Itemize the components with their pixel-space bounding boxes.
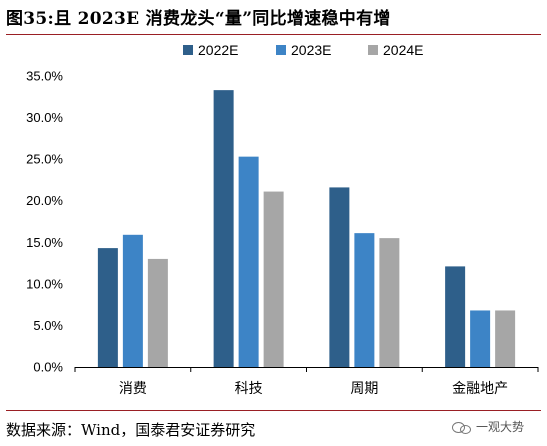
bar-2022E-科技 xyxy=(213,90,234,368)
watermark-text: 一观大势 xyxy=(476,420,525,434)
bar-chart: 2022E 2023E 2024E 0.0% 5.0% 10.0% 15.0% 20.0% 2… xyxy=(26,42,539,397)
legend-swatch xyxy=(183,45,193,55)
bar-2023E-科技 xyxy=(238,156,259,367)
bar-2024E-周期 xyxy=(379,238,400,367)
source-note: 数据来源：Wind，国泰君安证券研究 xyxy=(6,421,256,439)
wechat-icon xyxy=(452,420,472,434)
legend-label: 2023E xyxy=(291,42,331,58)
legend-swatch xyxy=(368,45,378,55)
watermark: 一观大势 xyxy=(452,418,524,435)
y-tick-label: 10.0% xyxy=(26,276,63,291)
bars xyxy=(97,90,516,368)
y-tick-label: 5.0% xyxy=(33,318,63,333)
bar-2023E-金融地产 xyxy=(470,310,491,367)
y-tick-label: 15.0% xyxy=(26,235,63,250)
source-divider xyxy=(6,410,541,411)
bar-2022E-金融地产 xyxy=(445,266,466,367)
bar-2022E-消费 xyxy=(97,248,118,367)
legend-swatch xyxy=(276,45,286,55)
x-category-label: 周期 xyxy=(350,381,378,397)
bar-2024E-消费 xyxy=(147,258,168,367)
legend-label: 2024E xyxy=(383,42,423,58)
x-axis: 消费 科技 周期 金融地产 xyxy=(74,367,539,397)
x-category-label: 科技 xyxy=(235,381,263,397)
bar-2022E-周期 xyxy=(329,187,350,367)
chart-title: 图35:且 2023E 消费龙头“量”同比增速稳中有增 xyxy=(6,9,391,29)
bar-2024E-金融地产 xyxy=(495,310,516,367)
x-category-label: 金融地产 xyxy=(452,381,508,397)
y-tick-label: 20.0% xyxy=(26,193,63,208)
y-tick-label: 25.0% xyxy=(26,152,63,167)
bar-2024E-科技 xyxy=(263,191,284,367)
y-tick-label: 30.0% xyxy=(26,110,63,125)
legend-label: 2022E xyxy=(198,42,238,58)
y-tick-label: 35.0% xyxy=(26,69,63,84)
y-tick-label: 0.0% xyxy=(33,360,63,375)
bar-2023E-消费 xyxy=(122,234,143,367)
bar-2023E-周期 xyxy=(354,233,375,367)
legend: 2022E 2023E 2024E xyxy=(183,42,423,58)
title-divider xyxy=(6,34,541,35)
x-category-label: 消费 xyxy=(119,381,147,397)
y-axis: 0.0% 5.0% 10.0% 15.0% 20.0% 25.0% 30.0% 35.0% xyxy=(26,69,63,375)
